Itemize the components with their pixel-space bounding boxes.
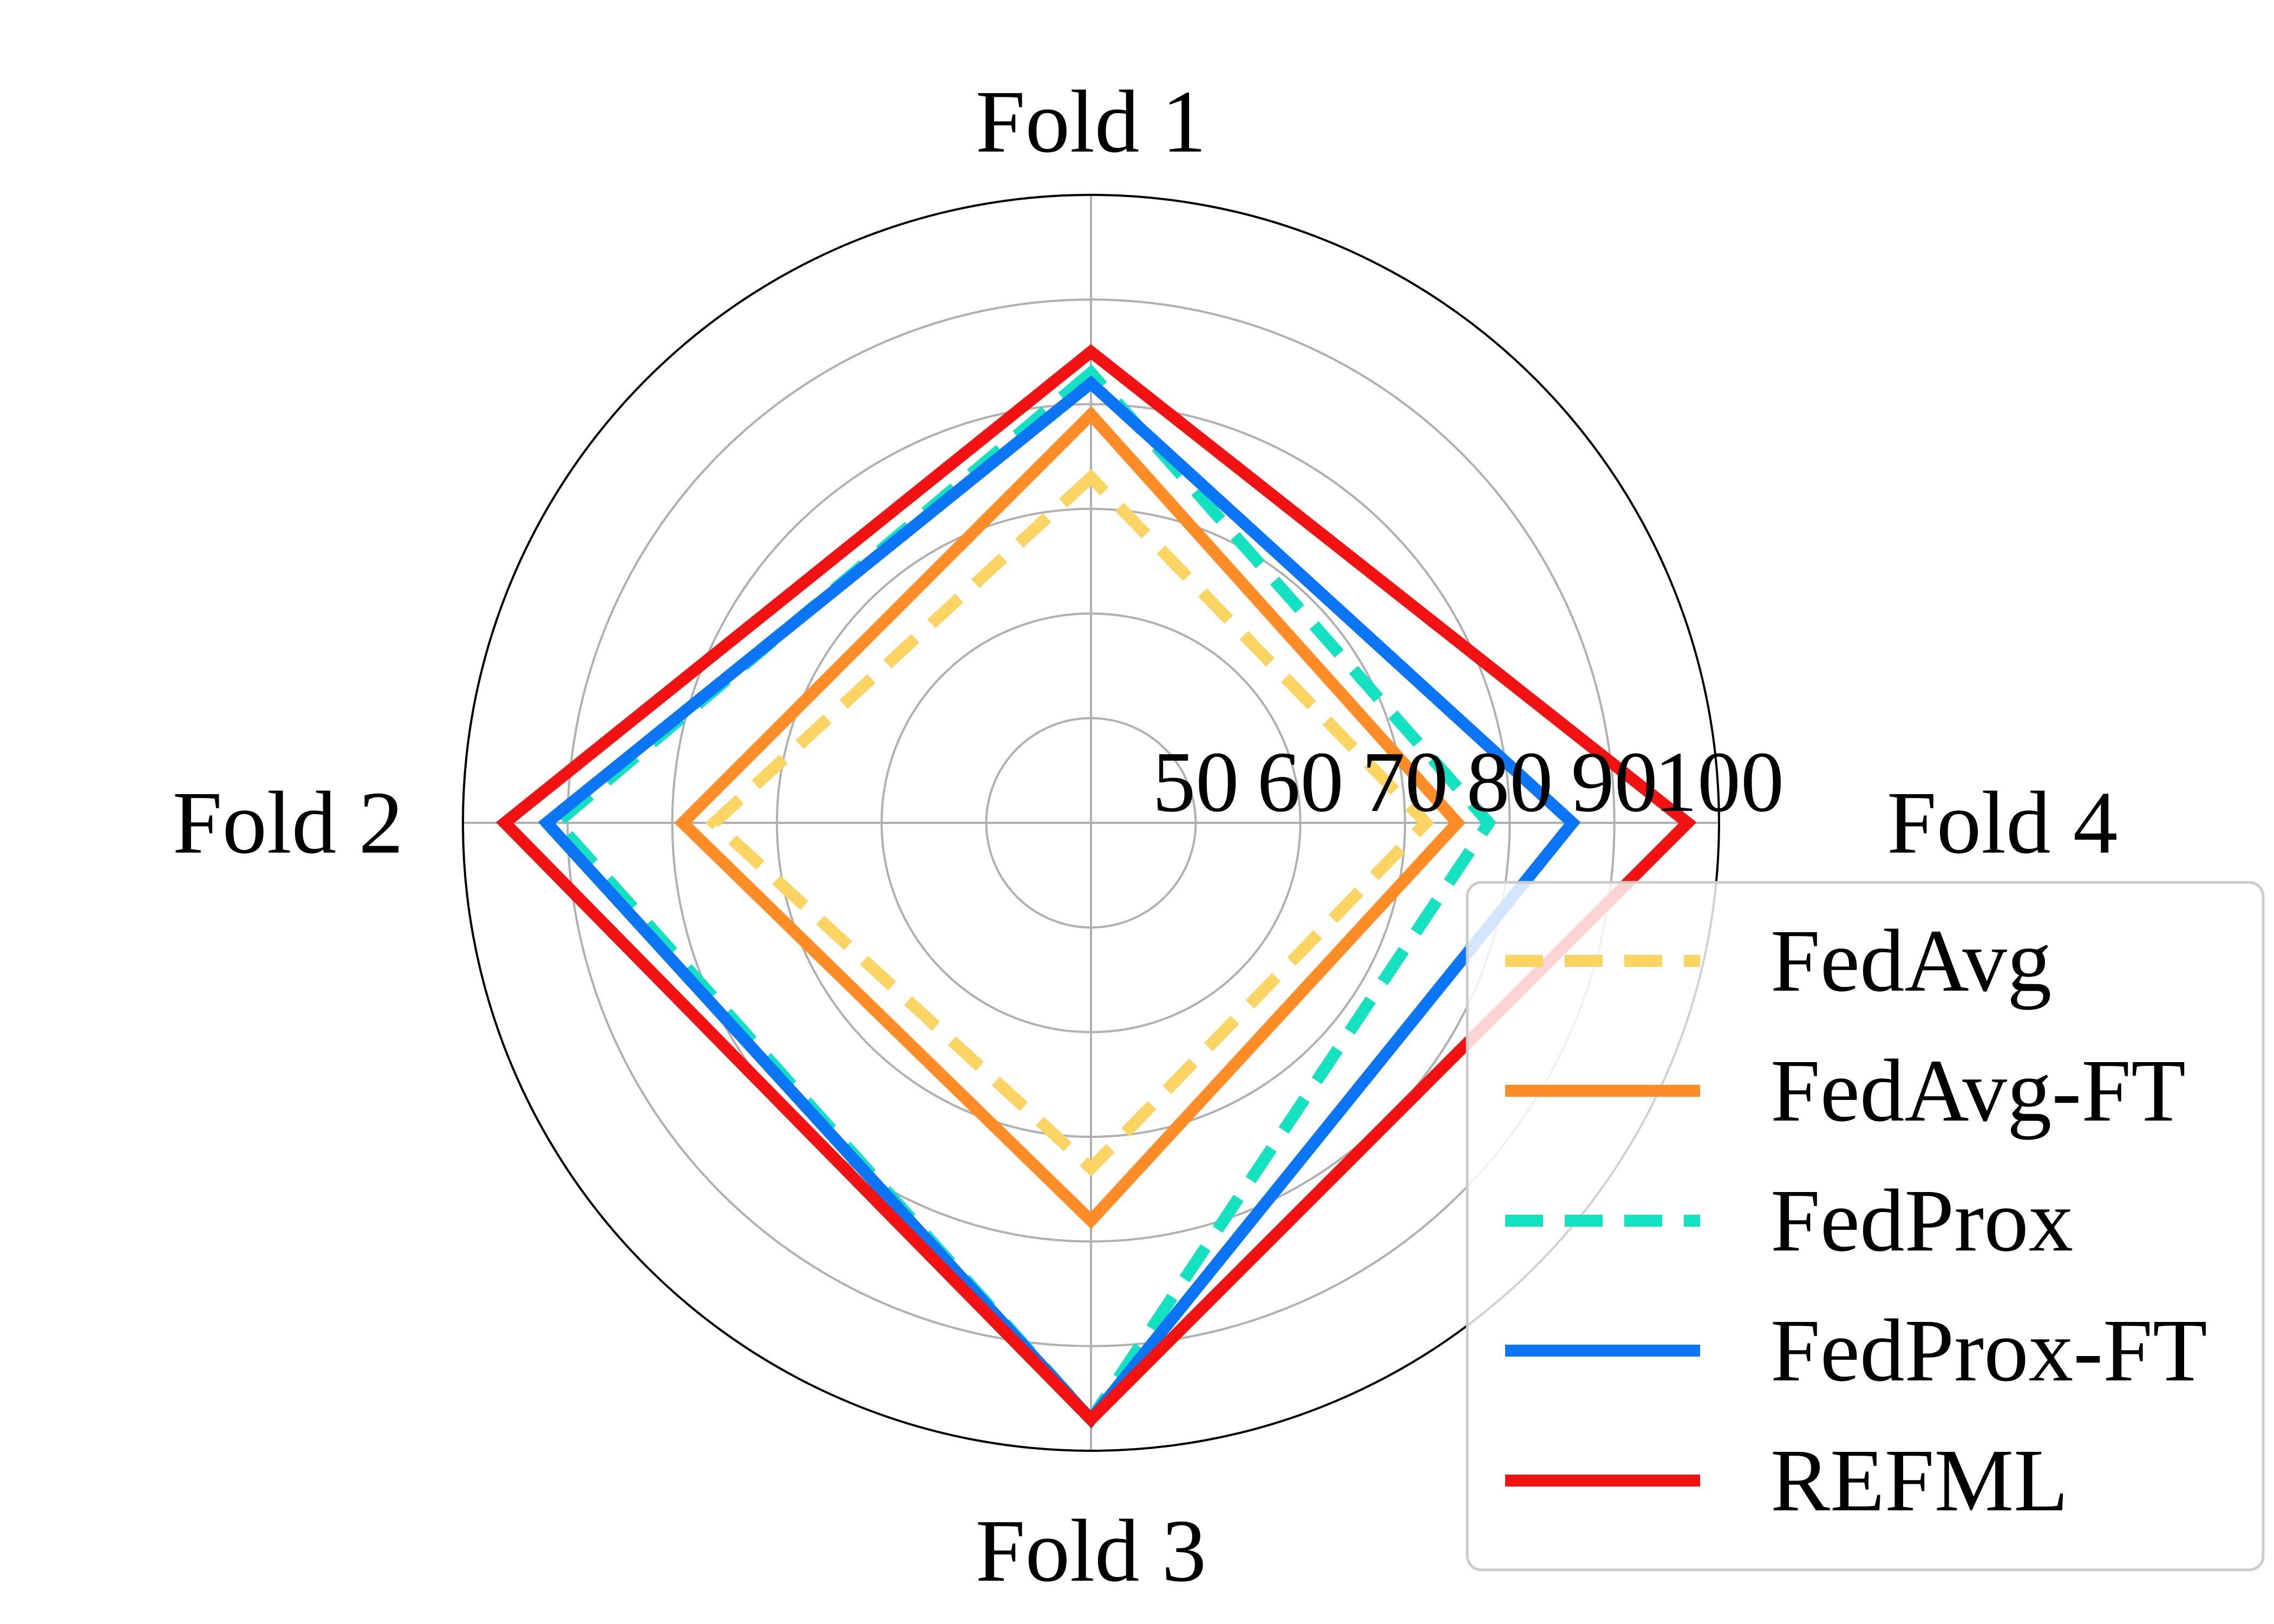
tick-label-60: 60 [1257, 734, 1344, 830]
series-fedavg-ft [674, 406, 1466, 1229]
legend-label-refml: REFML [1770, 1431, 2068, 1530]
series-refml [495, 344, 1697, 1428]
series-fedavg [705, 469, 1435, 1177]
axis-label-fold-4: Fold 4 [1887, 773, 2118, 872]
tick-label-90: 90 [1571, 734, 1658, 830]
grid-ring-60 [880, 612, 1302, 1033]
legend-label-fedprox-ft: FedProx-FT [1770, 1301, 2207, 1400]
axis-label-fold-2: Fold 2 [173, 773, 403, 872]
grid-ring-90 [566, 298, 1616, 1347]
axis-label-layer: Fold 1 Fold 2 Fold 3 Fold 4 [173, 72, 2118, 1600]
grid-ring-70 [776, 508, 1406, 1138]
grid-ring-80 [671, 403, 1511, 1243]
legend-box [1466, 881, 2265, 1571]
outer-ring [462, 194, 1720, 1452]
tick-label-80: 80 [1466, 734, 1553, 830]
legend-label-fedavg-ft: FedAvg-FT [1770, 1041, 2186, 1140]
grid-layer [462, 194, 1720, 1452]
legend-label-fedprox: FedProx [1770, 1171, 2073, 1270]
series-fedprox-ft [538, 375, 1581, 1429]
axis-label-fold-3: Fold 3 [976, 1501, 1206, 1600]
grid-ring-50 [985, 717, 1197, 929]
legend: FedAvg FedAvg-FT FedProx FedProx-FT REFML [1466, 881, 2265, 1571]
tick-label-50: 50 [1152, 734, 1239, 830]
tick-label-70: 70 [1362, 734, 1448, 830]
tick-label-100: 100 [1654, 734, 1784, 830]
axis-label-fold-1: Fold 1 [976, 72, 1206, 171]
series-layer [495, 344, 1697, 1429]
legend-label-fedavg: FedAvg [1770, 911, 2051, 1010]
